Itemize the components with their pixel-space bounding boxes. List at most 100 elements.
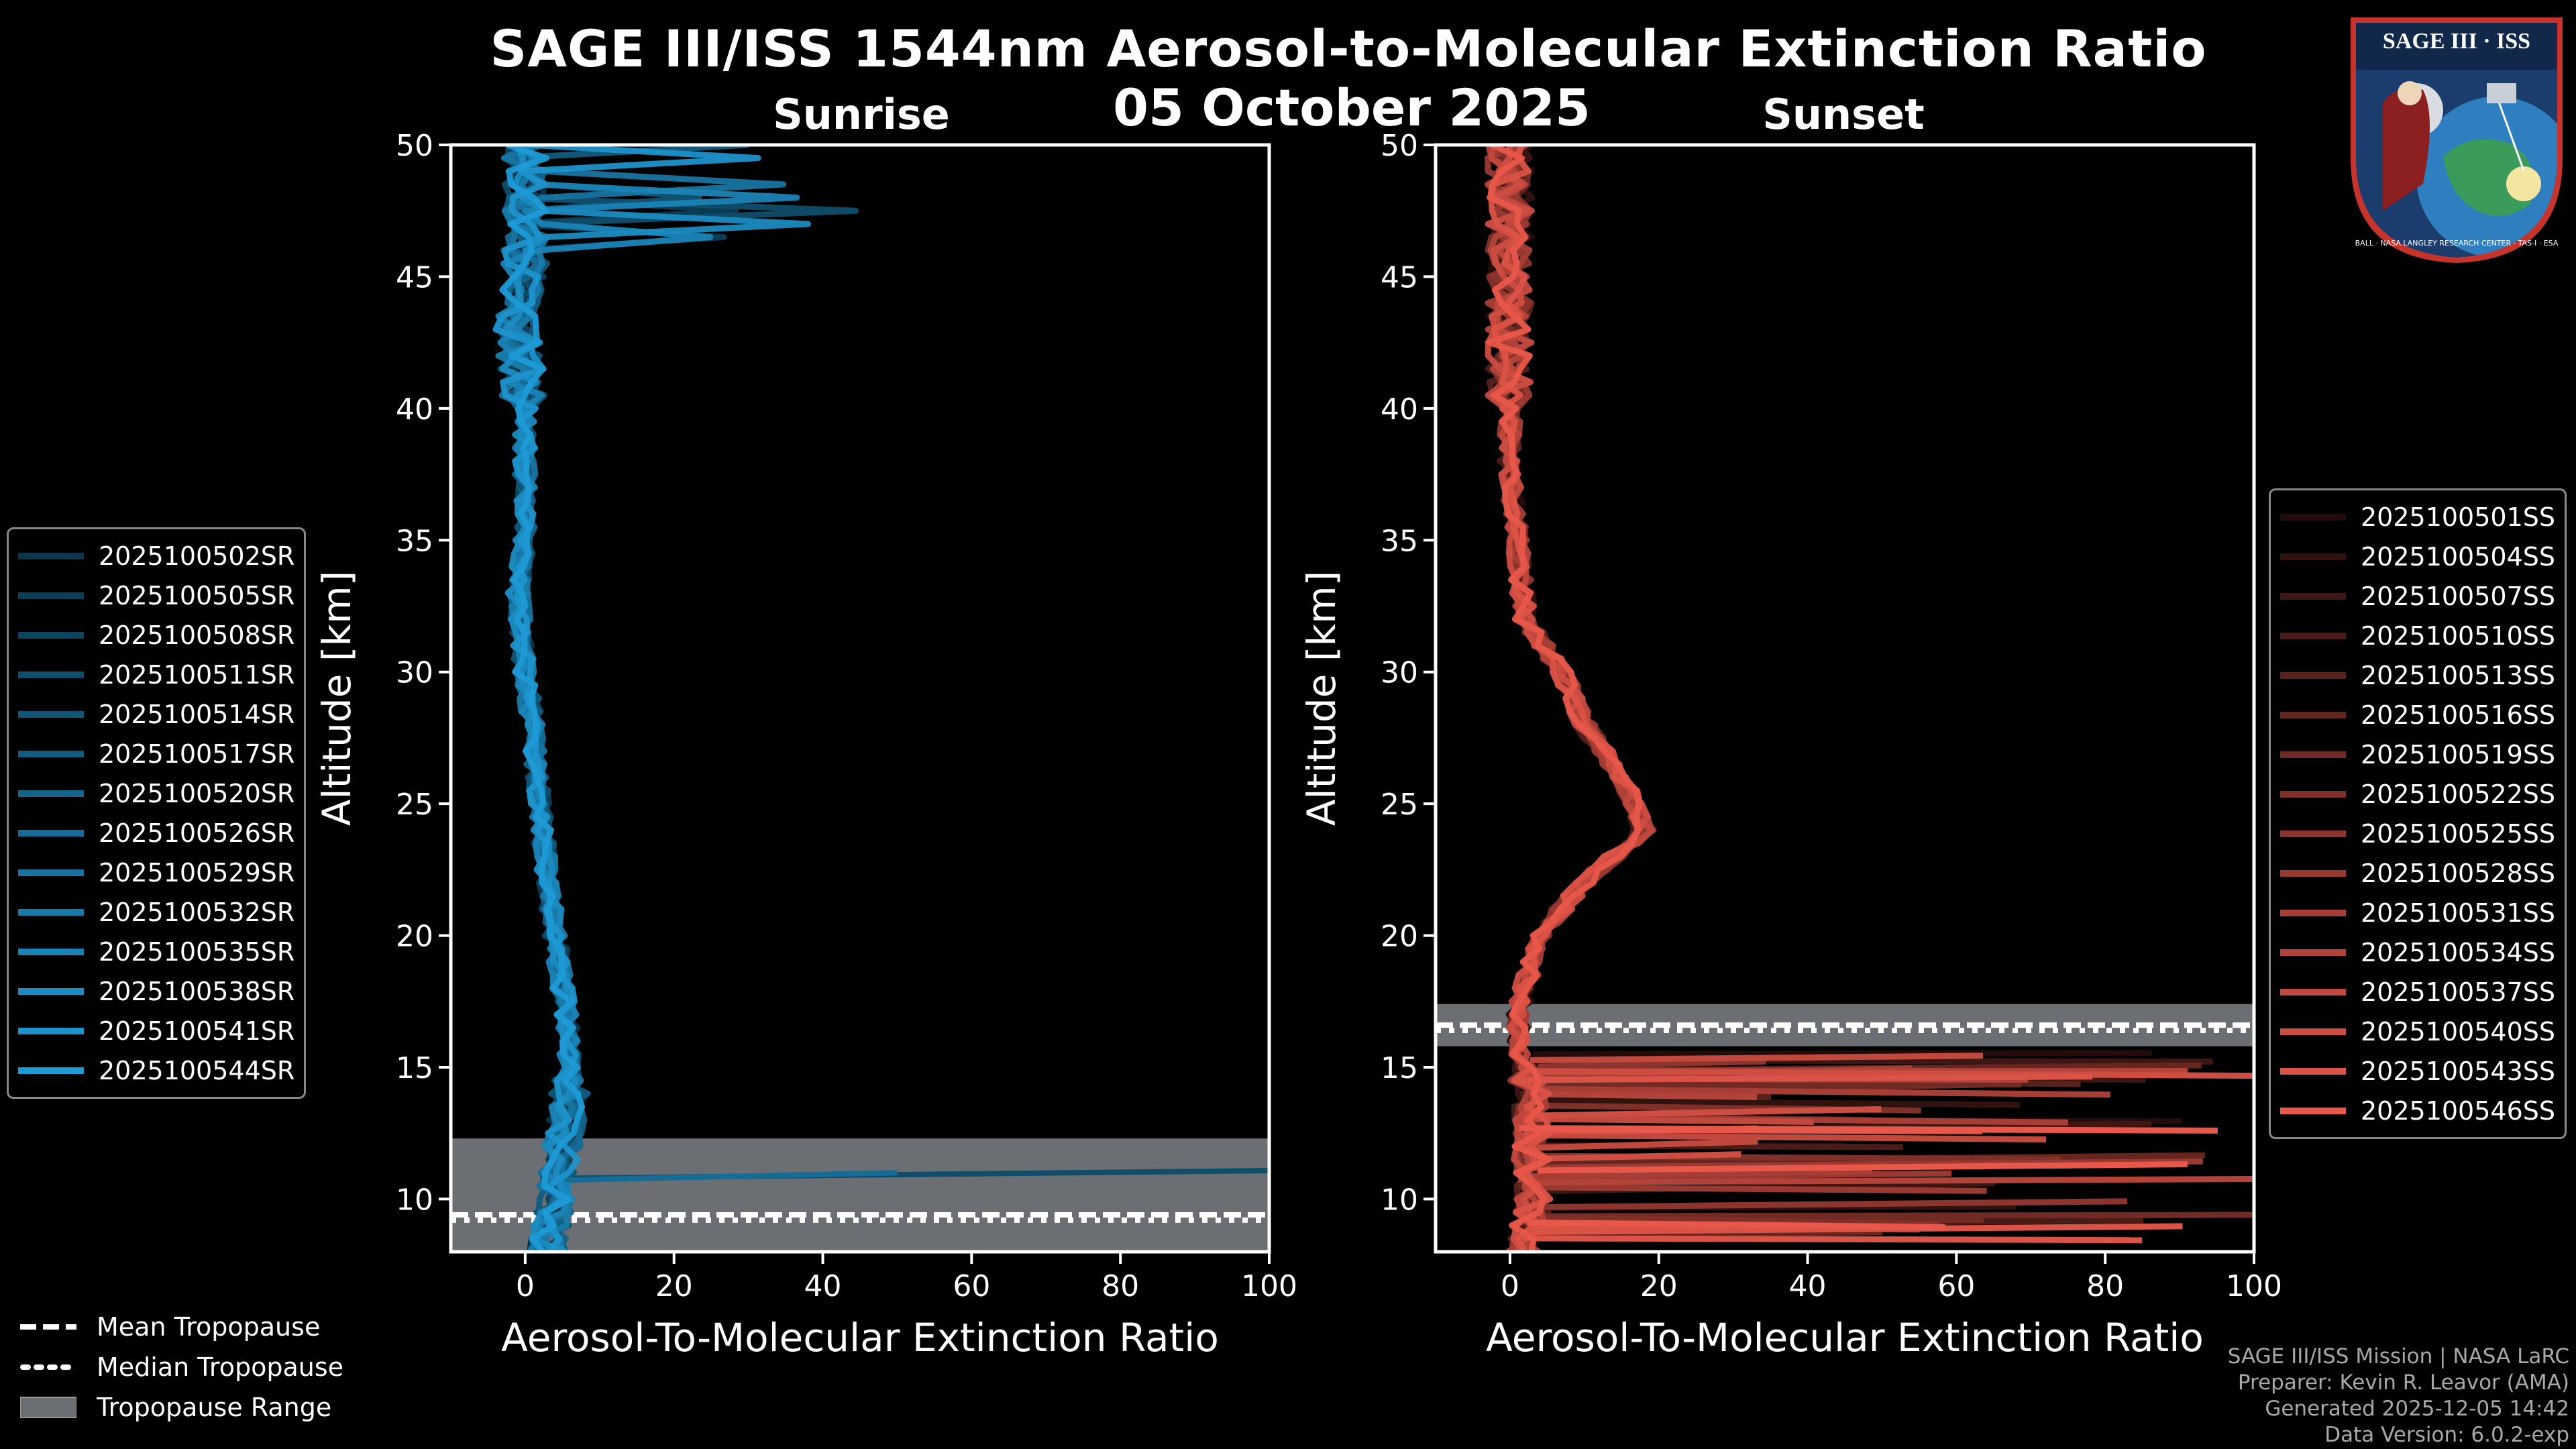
y-tick-label: 20	[396, 920, 433, 954]
logo-text: SAGE III · ISS	[2383, 29, 2530, 54]
cloud-spike	[1521, 1184, 1987, 1194]
cloud-spike	[1538, 1097, 2020, 1108]
credit-version: Data Version: 6.0.2-exp	[2324, 1423, 2569, 1447]
legend-swatch	[2280, 1107, 2346, 1114]
legend-label: 2025100519SS	[2361, 739, 2556, 769]
legend-label: 2025100507SS	[2361, 581, 2556, 611]
cloud-spike	[1538, 1161, 2188, 1174]
legend-swatch	[18, 750, 84, 757]
cloud-spike	[1522, 1175, 2254, 1186]
range-swatch	[20, 1397, 76, 1418]
dashed-line-swatch	[20, 1324, 76, 1330]
y-tick-label: 40	[1381, 392, 1418, 427]
profile-2025100511SR	[494, 145, 859, 1252]
y-tick-label: 35	[1381, 524, 1418, 558]
legend-label: 2025100538SR	[99, 976, 295, 1006]
legend-swatch	[18, 869, 84, 876]
legend-swatch	[18, 631, 84, 639]
cloud-spike	[1530, 1091, 1758, 1100]
profile-2025100541SR	[492, 145, 761, 1252]
legend-swatch	[2280, 711, 2346, 718]
legend-label: 2025100522SS	[2361, 779, 2556, 809]
legend-item: 2025100513SS	[2280, 655, 2555, 695]
legend-swatch	[18, 829, 84, 837]
legend-swatch	[2280, 869, 2346, 877]
legend-label: 2025100501SS	[2361, 502, 2556, 532]
profile-2025100538SR	[499, 145, 812, 1252]
legend-label: 2025100504SS	[2361, 541, 2556, 572]
legend-item: 2025100511SR	[18, 655, 294, 694]
legend-label: 2025100537SS	[2361, 977, 2556, 1007]
legend-range-label: Tropopause Range	[97, 1393, 332, 1422]
cloud-spike	[1537, 1126, 1982, 1134]
sunset-legend: 2025100501SS 2025100504SS 2025100507SS 2025…	[2269, 488, 2567, 1139]
legend-item: 2025100531SS	[2280, 893, 2555, 932]
legend-item: 2025100505SR	[18, 576, 294, 615]
x-tick-label: 60	[1937, 1269, 1975, 1303]
legend-label: 2025100517SR	[99, 739, 295, 769]
cloud-spike	[1538, 1058, 1766, 1070]
cloud-spike	[1534, 1085, 2110, 1098]
y-tick-label: 10	[1381, 1183, 1418, 1217]
axes-sunset: 0 20 40 60 80 100 10 15 20 25 30 35 40 45 50 Aerosol-To…	[1299, 129, 2282, 1360]
legend-item: 2025100532SR	[18, 892, 294, 932]
legend-item: 2025100519SS	[2280, 735, 2555, 774]
legend-item: 2025100508SR	[18, 615, 294, 655]
legend-label: 2025100511SR	[99, 659, 295, 690]
y-tick-label: 20	[1381, 920, 1418, 954]
legend-median-label: Median Tropopause	[97, 1352, 343, 1382]
legend-swatch	[2280, 751, 2346, 758]
dotted-line-swatch	[20, 1364, 76, 1370]
x-tick-label: 40	[1789, 1269, 1827, 1303]
legend-median-tropopause: Median Tropopause	[20, 1347, 343, 1387]
credit-generated: Generated 2025-12-05 14:42	[2265, 1397, 2569, 1421]
legend-swatch	[2280, 632, 2346, 639]
x-tick-label: 80	[1102, 1269, 1139, 1303]
axes-sunrise: 0 20 40 60 80 100 10 15 20 25 30 35 40 45 50 Aerosol-To…	[314, 129, 1297, 1360]
legend-label: 2025100544SR	[99, 1055, 295, 1085]
cloud-spike	[1527, 1198, 2127, 1211]
cloud-spike	[1529, 1168, 1872, 1179]
cloud-spike	[1533, 1050, 2152, 1058]
cloud-spike	[1527, 1219, 1945, 1230]
legend-swatch	[18, 1067, 84, 1074]
legend-item: 2025100541SR	[18, 1011, 294, 1051]
legend-label: 2025100534SS	[2361, 937, 2556, 967]
legend-swatch	[18, 987, 84, 995]
legend-label: 2025100529SR	[99, 857, 295, 888]
legend-label: 2025100513SS	[2361, 660, 2556, 690]
legend-item: 2025100526SR	[18, 813, 294, 853]
cloud-spike	[1521, 1214, 1941, 1228]
cloud-spike	[1523, 1235, 2142, 1244]
x-axis-label: Aerosol-To-Molecular Extinction Ratio	[501, 1315, 1219, 1360]
legend-item: 2025100520SR	[18, 773, 294, 813]
legend-swatch	[2280, 592, 2346, 600]
legend-item: 2025100540SS	[2280, 1012, 2555, 1051]
x-tick-label: 100	[1241, 1269, 1297, 1303]
legend-mean-tropopause: Mean Tropopause	[20, 1307, 343, 1347]
legend-label: 2025100526SR	[99, 818, 295, 848]
legend-item: 2025100546SS	[2280, 1091, 2555, 1130]
logo-ring-text: BALL · NASA LANGLEY RESEARCH CENTER · TA…	[2355, 239, 2559, 248]
legend-label: 2025100510SS	[2361, 621, 2556, 651]
legend-item: 2025100516SS	[2280, 695, 2555, 735]
legend-item: 2025100529SR	[18, 853, 294, 892]
legend-swatch	[18, 592, 84, 599]
legend-item: 2025100502SR	[18, 536, 294, 576]
legend-item: 2025100504SS	[2280, 537, 2555, 576]
x-tick-label: 80	[2086, 1269, 2124, 1303]
legend-label: 2025100514SR	[99, 699, 295, 729]
legend-item: 2025100538SR	[18, 971, 294, 1011]
cloud-spike	[1518, 1073, 2093, 1083]
legend-label: 2025100528SS	[2361, 858, 2556, 888]
cloud-spike	[1534, 1068, 2254, 1079]
x-tick-label: 40	[804, 1269, 842, 1303]
tropopause-legend: Mean Tropopause Median Tropopause Tropop…	[20, 1307, 343, 1428]
credit-preparer: Preparer: Kevin R. Leavor (AMA)	[2237, 1371, 2569, 1395]
legend-item: 2025100514SR	[18, 694, 294, 734]
legend-swatch	[18, 1027, 84, 1034]
y-tick-label: 25	[396, 788, 433, 822]
figure-date: 05 October 2025	[1113, 78, 1591, 138]
y-tick-label: 25	[1381, 788, 1418, 822]
